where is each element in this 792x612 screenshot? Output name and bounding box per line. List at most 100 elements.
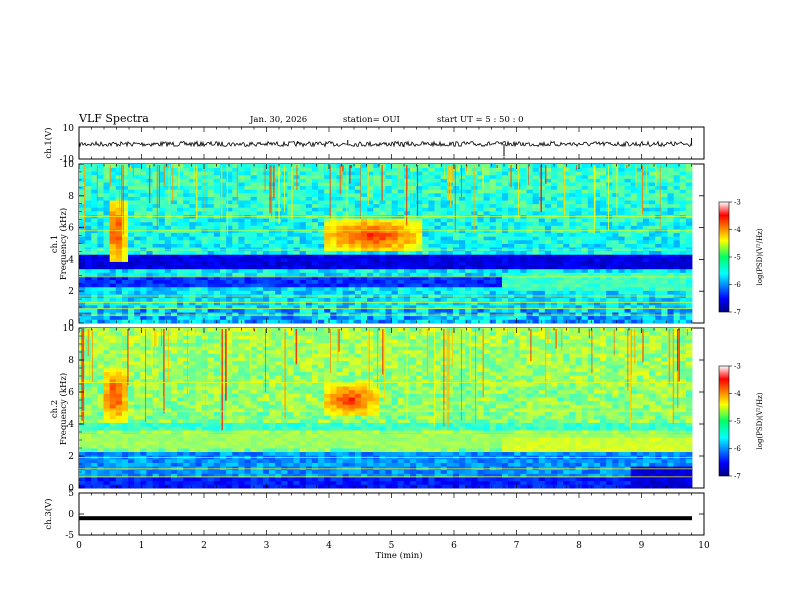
spectrogram-cell (655, 185, 662, 190)
spectrogram-cell (109, 433, 117, 438)
spectrogram-cell (348, 178, 356, 183)
spectrogram-cell (195, 239, 202, 244)
spectrogram-cell (97, 473, 104, 478)
spectrogram-cell (195, 207, 202, 212)
spectrogram-cell (103, 375, 111, 380)
spectrogram-cell (281, 225, 288, 230)
spectrogram-cell (489, 268, 497, 273)
spectrogram-cell (232, 239, 239, 244)
spectrogram-cell (422, 268, 429, 273)
spectrogram-cell (134, 207, 141, 212)
spectrogram-cell (618, 189, 625, 194)
spectrogram-cell (91, 346, 98, 351)
spectrogram-cell (587, 286, 595, 291)
spectrogram-cell (600, 243, 607, 248)
spectrogram-cell (532, 265, 540, 270)
spectrogram-cell (385, 319, 393, 324)
spectrogram-cell (397, 225, 405, 230)
spectrogram-cell (563, 315, 570, 320)
spectrogram-cell (391, 312, 399, 317)
spectrogram-cell (109, 279, 117, 284)
spectrogram-cell (91, 440, 98, 445)
spectrogram-cell (183, 182, 190, 187)
spectrogram-cell (311, 308, 319, 313)
spectrogram-cell (128, 353, 135, 358)
spectrogram-cell (115, 268, 123, 273)
spectrogram-cell (379, 315, 386, 320)
spectrogram-cell (275, 265, 282, 270)
spectrogram-cell (679, 182, 687, 187)
spectrogram-cell (403, 257, 411, 262)
spectrogram-cell (91, 469, 98, 474)
spectrogram-cell (91, 247, 98, 252)
spectrogram-cell (649, 218, 656, 223)
spectrogram-cell (452, 304, 460, 309)
spectrogram-cell (593, 272, 601, 277)
spectrogram-cell (649, 250, 656, 255)
spectrogram-cell (189, 239, 196, 244)
spectrogram-cell (158, 304, 166, 309)
spectrogram-cell (452, 167, 460, 172)
spectrogram-cell (128, 297, 135, 302)
spectrogram-cell (373, 290, 380, 295)
spectrogram-cell (79, 477, 86, 482)
spectrogram-cell (551, 283, 558, 288)
spectrogram-cell (489, 210, 497, 215)
spectrogram-cell (348, 207, 356, 212)
spectrogram-cell (508, 261, 515, 266)
spectrogram-cell (195, 254, 202, 259)
spectrogram-cell (477, 301, 484, 306)
spectrogram-cell (219, 192, 227, 197)
spectrogram-cell (532, 185, 540, 190)
spectrogram-cell (183, 200, 190, 205)
spectrogram-cell (201, 308, 209, 313)
spectrogram-cell (587, 304, 595, 309)
spectrogram-cell (360, 239, 368, 244)
spectrogram-cell (299, 167, 307, 172)
spectrogram-cell (342, 236, 350, 241)
spectrogram-cell (250, 232, 258, 237)
spectrogram-cell (183, 243, 190, 248)
spectrogram-cell (373, 319, 380, 324)
spectrogram-cell (354, 276, 362, 281)
spectrogram-cell (103, 382, 111, 387)
spectrogram-cell (324, 192, 331, 197)
spectrogram-cell (232, 182, 239, 187)
spectrogram-cell (336, 257, 343, 262)
spectrogram-cell (342, 312, 350, 317)
spectrogram-cell (318, 257, 325, 262)
spectrogram-cell (134, 192, 141, 197)
spectrogram-cell (256, 164, 264, 169)
spectrogram-cell (177, 279, 184, 284)
spectrogram-cell (109, 236, 117, 241)
spectrogram-cell (446, 257, 454, 262)
spectrogram-cell (164, 308, 172, 313)
spectrogram-cell (379, 297, 386, 302)
spectrogram-cell (606, 178, 613, 183)
spectrogram-cell (685, 221, 693, 226)
spectrogram-cell (85, 203, 92, 208)
spectrogram-cell (324, 174, 331, 179)
ch1-ylabel: ch.1(V) (43, 127, 54, 158)
spectrogram-cell (262, 221, 270, 226)
spectrogram-cell (397, 315, 405, 320)
spectrogram-cell (85, 243, 92, 248)
spectrogram-cell (146, 265, 153, 270)
spectrogram-cell (569, 254, 576, 259)
spectrogram-cell (183, 308, 190, 313)
spectrogram-cell (348, 171, 356, 176)
spectrogram-cell (532, 200, 540, 205)
spectrogram-cell (379, 239, 386, 244)
spectrogram-cell (360, 272, 368, 277)
spectrogram-cell (667, 196, 675, 201)
spectrogram-cell (367, 319, 374, 324)
spectrogram-cell (679, 236, 687, 241)
spectrogram-cell (207, 250, 215, 255)
spectrogram-cell (471, 279, 478, 284)
spectrogram-cell (612, 290, 619, 295)
spectrogram-cell (667, 225, 675, 230)
spectrogram-cell (661, 290, 668, 295)
spectrogram-cell (673, 218, 681, 223)
spectrogram-cell (593, 315, 601, 320)
spectrogram-cell (97, 207, 104, 212)
